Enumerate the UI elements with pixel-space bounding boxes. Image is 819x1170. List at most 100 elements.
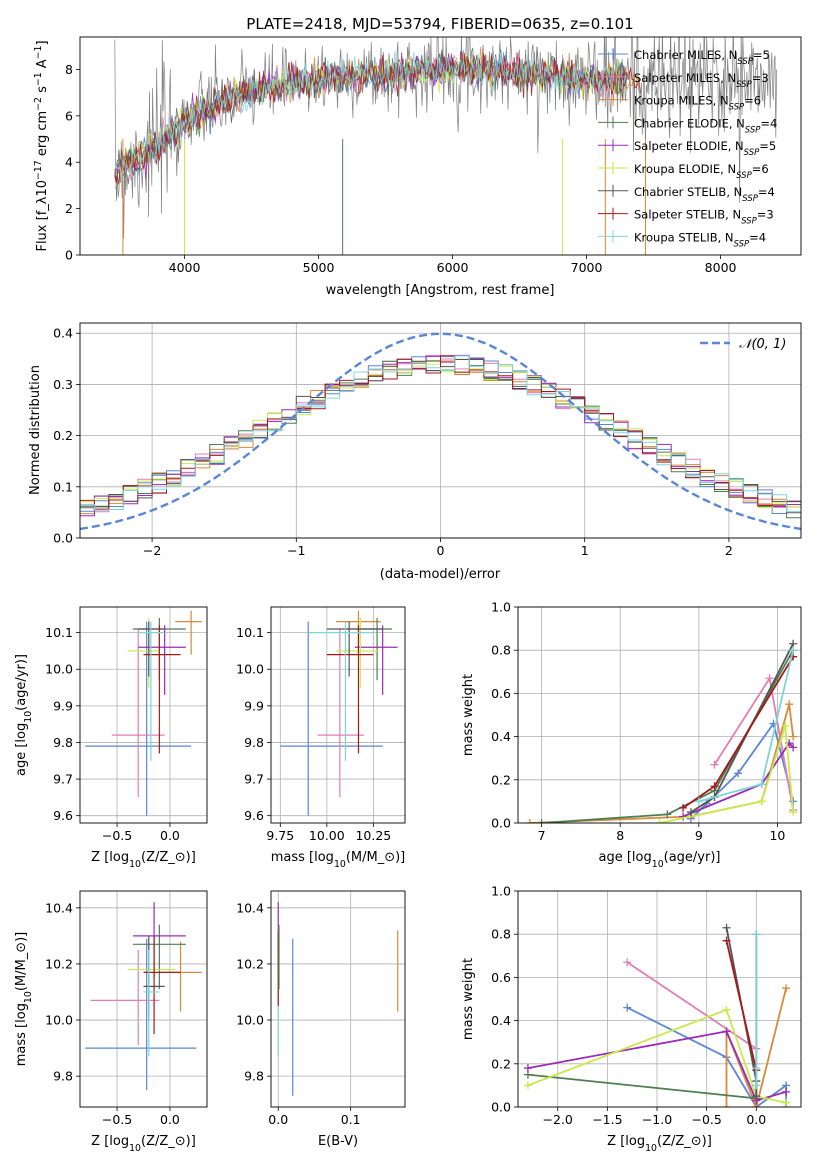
x-axis-label: Z [log10(Z/Z_⊙)] — [607, 1134, 712, 1154]
legend-text: Chabrier ELODIE, N — [634, 116, 745, 130]
residual-histogram-panel: −2 −1 0 1 2 0.0 0.1 0.2 0.3 0.4 (data-model)/error… — [28, 322, 802, 582]
plus-marker — [523, 1064, 532, 1073]
label-part: (M/M_⊙)] — [346, 850, 405, 865]
legend-text: Salpeter STELIB, N — [634, 208, 741, 222]
plus-marker — [782, 1098, 791, 1107]
legend-label: Chabrier MILES, NSSP=5 — [634, 48, 770, 67]
label-part: A — [35, 59, 50, 72]
grid — [80, 607, 207, 823]
ticks: 9.75 10.00 10.25 9.6 9.7 9.8 9.9 10.0 10.1 — [236, 625, 391, 843]
plus-marker — [722, 1027, 731, 1036]
plus-marker — [655, 819, 664, 823]
y-axis-label: mass weight — [461, 958, 476, 1040]
label-part: age [log — [14, 723, 29, 776]
legend-subscript: SSP — [745, 125, 761, 135]
x-axis-label: (data-model)/error — [380, 567, 501, 582]
y-tick-label: 4 — [65, 155, 73, 170]
y-tick-label: 0.1 — [53, 479, 73, 494]
y-tick-label: 0.2 — [53, 428, 73, 443]
weight-series — [659, 725, 794, 823]
label-part: Z [log — [91, 850, 129, 865]
weight-series — [527, 1030, 787, 1102]
legend-text: Kroupa ELODIE, N — [634, 162, 736, 176]
x-tick-label: −1.5 — [592, 1112, 622, 1127]
legend-label: Salpeter MILES, NSSP=3 — [634, 71, 769, 90]
axes-frame — [517, 890, 802, 1108]
x-tick-label: 8 — [616, 828, 624, 843]
plot-area — [114, 37, 777, 255]
y-axis-label: Normed distribution — [28, 365, 43, 495]
legend-label: Kroupa MILES, NSSP=6 — [634, 94, 761, 113]
legend-subscript: SSP — [734, 239, 750, 249]
legend-label: 𝒩(0, 1) — [739, 337, 786, 352]
x-tick-label: 7 — [538, 828, 546, 843]
weight-series — [527, 1008, 787, 1104]
y-tick-label: 10.1 — [45, 625, 73, 640]
label-part: −1 — [33, 45, 44, 59]
label-part: (age/yr)] — [664, 850, 721, 865]
label-part: (age/yr)] — [14, 654, 29, 711]
legend-label: Salpeter STELIB, NSSP=3 — [634, 208, 774, 227]
ticks: −2 −1 0 1 2 0.0 0.1 0.2 0.3 0.4 — [53, 326, 733, 558]
x-axis-label: age [log10(age/yr)] — [599, 850, 721, 870]
histogram-series — [80, 355, 801, 538]
legend-subscript: SSP — [729, 103, 745, 113]
plus-marker — [789, 646, 798, 655]
plus-marker — [525, 819, 534, 823]
y-tick-label: 10.2 — [45, 956, 73, 971]
x-tick-label: 2 — [725, 543, 733, 558]
plus-marker — [523, 1081, 532, 1090]
y-tick-label: 9.6 — [53, 808, 73, 823]
label-part: mass [log — [14, 1003, 29, 1066]
legend-text: Kroupa STELIB, N — [634, 230, 734, 244]
x-axis-label: wavelength [Angstrom, rest frame] — [326, 283, 555, 298]
legend-text: Chabrier STELIB, N — [634, 185, 742, 199]
x-tick-label: −1 — [287, 543, 305, 558]
label-part: −1 — [33, 72, 44, 86]
x-tick-label: 9.75 — [266, 828, 294, 843]
mass-weight-vs-age-panel: 7 8 9 10 0.0 0.2 0.4 0.6 0.8 1.0 mass weight age [l… — [461, 600, 802, 870]
plus-marker — [679, 803, 688, 812]
legend-subscript: SSP — [737, 57, 753, 67]
y-tick-label: 0.8 — [491, 927, 511, 942]
plus-marker — [686, 808, 695, 817]
plot-area — [523, 923, 791, 1107]
weight-series — [626, 961, 757, 1050]
x-tick-label: −0.5 — [102, 1112, 132, 1127]
label-part: ] — [35, 40, 50, 45]
x-tick-label: 0.1 — [341, 1112, 361, 1127]
weight-series — [682, 741, 794, 818]
plus-marker — [785, 700, 794, 709]
label-part: Flux [f_λ10 — [35, 180, 50, 252]
axes-frame — [517, 606, 802, 824]
y-axis-label: mass [log10(M/M_⊙)] — [14, 932, 34, 1067]
plot-area — [280, 610, 398, 816]
x-tick-label: 9 — [695, 828, 703, 843]
y-tick-label: 10.1 — [236, 625, 264, 640]
grid — [80, 891, 207, 1107]
y-tick-label: 10.0 — [45, 1013, 73, 1028]
legend-subscript: SSP — [736, 80, 752, 90]
label-part: 10 — [129, 1143, 141, 1154]
x-tick-label: 0.0 — [160, 1112, 180, 1127]
plus-marker — [679, 812, 688, 821]
legend-label: Chabrier STELIB, NSSP=4 — [634, 185, 775, 204]
y-tick-label: 9.7 — [244, 772, 264, 787]
legend-subscript: SSP — [741, 217, 757, 227]
plus-marker — [734, 769, 743, 778]
label-part: (Z/Z_⊙)] — [141, 1134, 196, 1149]
plus-marker — [781, 721, 790, 730]
x-tick-label: 0.0 — [160, 828, 180, 843]
plus-marker — [757, 780, 766, 789]
plus-marker — [789, 808, 798, 817]
plot-area — [85, 610, 202, 816]
axes-frame — [270, 890, 406, 1108]
ticks: 7 8 9 10 0.0 0.2 0.4 0.6 0.8 1.0 — [491, 600, 785, 844]
legend-text: =6 — [752, 162, 769, 176]
y-tick-label: 6 — [65, 108, 73, 123]
x-tick-label: 8000 — [705, 260, 737, 275]
label-part: 10 — [23, 711, 34, 723]
ticks: −0.5 0.0 9.6 9.7 9.8 9.9 10.0 10.1 — [45, 625, 180, 843]
y-tick-label: 0 — [65, 248, 73, 263]
